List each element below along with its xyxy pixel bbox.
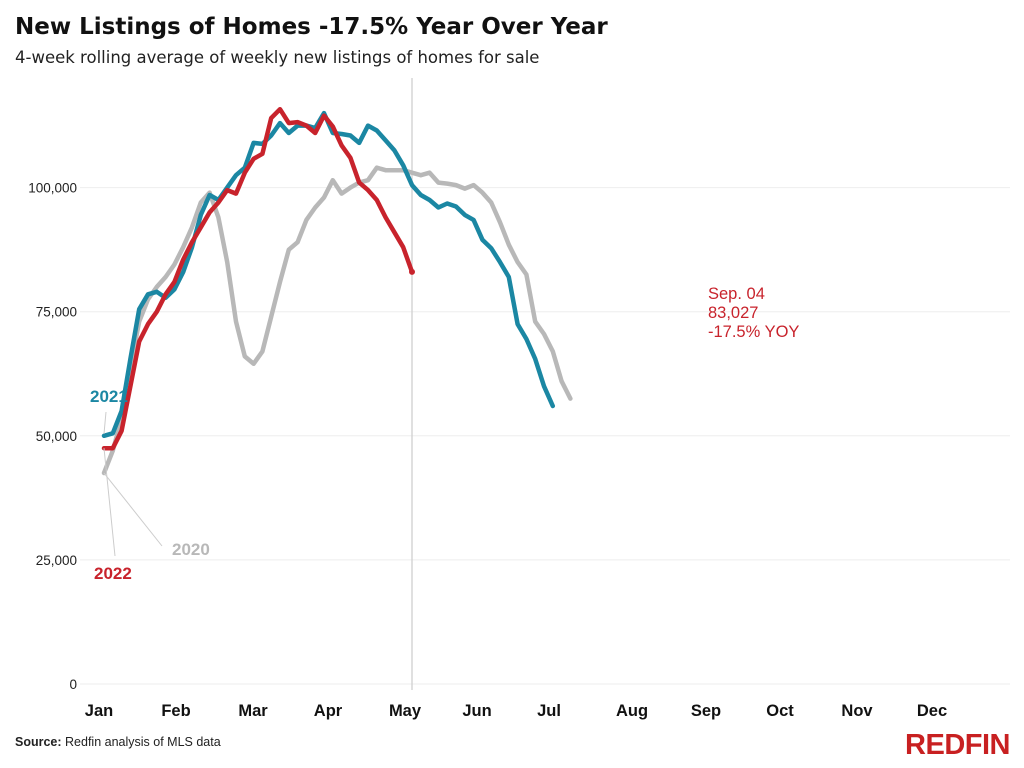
series-line-2021 bbox=[101, 110, 556, 439]
x-tick-label: Jan bbox=[85, 702, 113, 720]
series-label-2021: 2021 bbox=[90, 387, 128, 406]
y-tick-label: 75,000 bbox=[36, 305, 77, 320]
redfin-logo: REDFIN bbox=[905, 729, 1010, 761]
series-label-2020: 2020 bbox=[172, 540, 210, 559]
label-leaders bbox=[103, 411, 163, 557]
x-tick-label: Apr bbox=[314, 702, 343, 720]
gridlines bbox=[80, 187, 1010, 685]
source-text: Redfin analysis of MLS data bbox=[65, 735, 221, 749]
x-axis: Jan Feb Mar Apr May Jun Jul Aug Sep Oct Nov Dec bbox=[85, 702, 947, 720]
latest-point-marker bbox=[409, 268, 415, 275]
source-label: Source: bbox=[15, 735, 62, 749]
x-tick-label: Aug bbox=[616, 702, 648, 720]
chart-title: New Listings of Homes -17.5% Year Over Y… bbox=[15, 14, 608, 40]
y-tick-label: 100,000 bbox=[28, 181, 77, 196]
label-leader-2022 bbox=[103, 448, 116, 557]
y-axis: 0 25,000 50,000 75,000 100,000 bbox=[28, 181, 77, 692]
x-tick-label: Mar bbox=[238, 702, 268, 720]
series-line-2022 bbox=[101, 106, 415, 451]
x-tick-label: Sep bbox=[691, 702, 721, 720]
x-tick-label: Oct bbox=[766, 702, 794, 720]
x-tick-label: Jul bbox=[537, 702, 561, 720]
annotation-line: 83,027 bbox=[708, 304, 758, 322]
annotation-line: Sep. 04 bbox=[708, 285, 765, 303]
source-note: Source: Redfin analysis of MLS data bbox=[15, 735, 221, 749]
label-leader-2020 bbox=[103, 472, 163, 547]
y-tick-label: 50,000 bbox=[36, 429, 77, 444]
x-tick-label: Nov bbox=[841, 702, 873, 720]
chart-subtitle: 4-week rolling average of weekly new lis… bbox=[15, 48, 540, 67]
x-tick-label: Dec bbox=[917, 702, 947, 720]
series-labels: 2021 2022 2020 bbox=[90, 387, 210, 583]
x-tick-label: May bbox=[389, 702, 422, 720]
series-line-2020 bbox=[101, 165, 573, 476]
series-label-2022: 2022 bbox=[94, 564, 132, 583]
y-tick-label: 25,000 bbox=[36, 553, 77, 568]
series-lines bbox=[101, 106, 573, 476]
annotation-line: -17.5% YOY bbox=[708, 323, 799, 341]
x-tick-label: Jun bbox=[462, 702, 491, 720]
x-tick-label: Feb bbox=[161, 702, 190, 720]
y-tick-label: 0 bbox=[69, 677, 77, 692]
label-leader-2021 bbox=[103, 411, 107, 434]
